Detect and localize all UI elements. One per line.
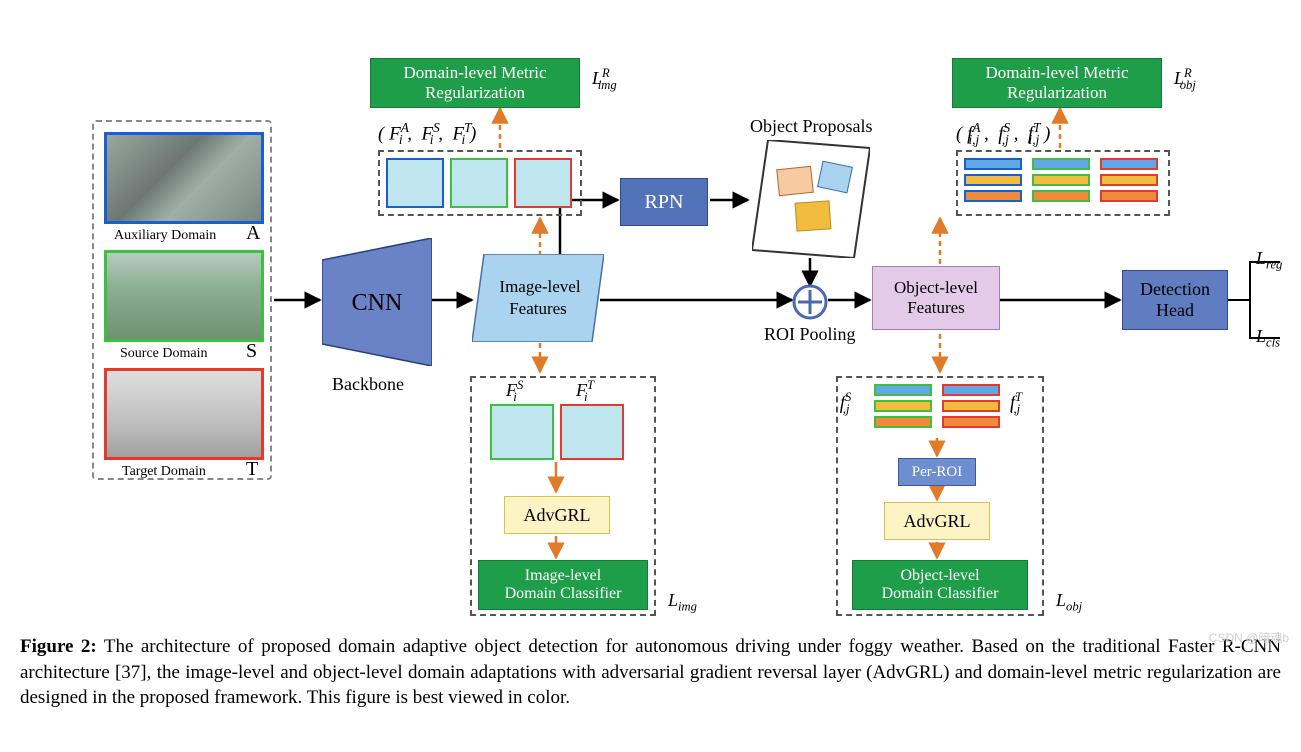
obar-t2 bbox=[1100, 174, 1158, 186]
loss-L-cls: Lcls bbox=[1256, 326, 1280, 351]
fm-aux bbox=[386, 158, 444, 208]
ob-s1 bbox=[874, 384, 932, 396]
figure-caption: Figure 2: The architecture of proposed d… bbox=[0, 630, 1301, 711]
loss-L-obj-R: LRobj bbox=[1174, 66, 1196, 93]
feature-tuple-img: ( FAi , FSi , FTi ) bbox=[378, 120, 476, 148]
obj-branch-fT: fTi,j bbox=[1010, 390, 1020, 417]
fm-tgt bbox=[514, 158, 572, 208]
per-roi: Per-ROI bbox=[898, 458, 976, 486]
svg-text:Image-level: Image-level bbox=[499, 277, 580, 296]
source-domain-letter: S bbox=[246, 340, 257, 363]
auxiliary-domain-image bbox=[104, 132, 264, 224]
backbone-label: Backbone bbox=[332, 374, 404, 395]
source-domain-image bbox=[104, 250, 264, 342]
img-branch-FS: FSi bbox=[506, 378, 517, 405]
detection-head: Detection Head bbox=[1122, 270, 1228, 330]
img-branch-fm-s bbox=[490, 404, 554, 460]
auxiliary-domain-label: Auxiliary Domain bbox=[114, 228, 216, 244]
target-domain-image bbox=[104, 368, 264, 460]
advgrl-img: AdvGRL bbox=[504, 496, 610, 534]
advgrl-obj: AdvGRL bbox=[884, 502, 990, 540]
obj-domain-classifier: Object-level Domain Classifier bbox=[852, 560, 1028, 610]
img-domain-classifier: Image-level Domain Classifier bbox=[478, 560, 648, 610]
loss-L-obj: Lobj bbox=[1056, 590, 1082, 615]
obar-s2 bbox=[1032, 174, 1090, 186]
img-branch-fm-t bbox=[560, 404, 624, 460]
ob-t2 bbox=[942, 400, 1000, 412]
obar-s1 bbox=[1032, 158, 1090, 170]
cnn-text: CNN bbox=[352, 290, 403, 316]
obar-a1 bbox=[964, 158, 1022, 170]
img-branch-FT: FTi bbox=[576, 378, 588, 405]
obar-t3 bbox=[1100, 190, 1158, 202]
loss-L-reg: Lreg bbox=[1256, 248, 1282, 273]
svg-text:Features: Features bbox=[509, 299, 567, 318]
roi-pooling-plus bbox=[792, 284, 828, 320]
obar-s3 bbox=[1032, 190, 1090, 202]
caption-prefix: Figure 2: bbox=[20, 636, 97, 657]
watermark: CSDN @暗魂b bbox=[1209, 629, 1289, 646]
obar-t1 bbox=[1100, 158, 1158, 170]
ob-t3 bbox=[942, 416, 1000, 428]
loss-L-img: Limg bbox=[668, 590, 697, 615]
fm-src bbox=[450, 158, 508, 208]
obar-a2 bbox=[964, 174, 1022, 186]
input-domains-panel: Auxiliary Domain A Source Domain S Targe… bbox=[92, 120, 272, 480]
dmr-object: Domain-level Metric Regularization bbox=[952, 58, 1162, 108]
obar-a3 bbox=[964, 190, 1022, 202]
ob-t1 bbox=[942, 384, 1000, 396]
object-proposals-box bbox=[752, 140, 870, 258]
source-domain-label: Source Domain bbox=[120, 346, 207, 362]
ob-s2 bbox=[874, 400, 932, 412]
target-domain-label: Target Domain bbox=[122, 464, 206, 480]
roi-pooling-label: ROI Pooling bbox=[764, 324, 856, 345]
auxiliary-domain-letter: A bbox=[246, 222, 260, 245]
architecture-diagram: Auxiliary Domain A Source Domain S Targe… bbox=[0, 0, 1301, 630]
cnn-backbone: CNN bbox=[322, 238, 432, 366]
image-level-features: Image-level Features bbox=[472, 254, 604, 342]
rpn-block: RPN bbox=[620, 178, 708, 226]
obj-branch-fS: fSi,j bbox=[840, 390, 849, 417]
loss-L-img-R: LRimg bbox=[592, 66, 617, 93]
ob-s3 bbox=[874, 416, 932, 428]
object-level-features: Object-level Features bbox=[872, 266, 1000, 330]
caption-body: The architecture of proposed domain adap… bbox=[20, 636, 1281, 708]
target-domain-letter: T bbox=[246, 458, 258, 481]
object-proposals-label: Object Proposals bbox=[750, 116, 872, 137]
dmr-image: Domain-level Metric Regularization bbox=[370, 58, 580, 108]
feature-tuple-obj: ( fAi,j , fSi,j , fTi,j ) bbox=[956, 120, 1050, 148]
